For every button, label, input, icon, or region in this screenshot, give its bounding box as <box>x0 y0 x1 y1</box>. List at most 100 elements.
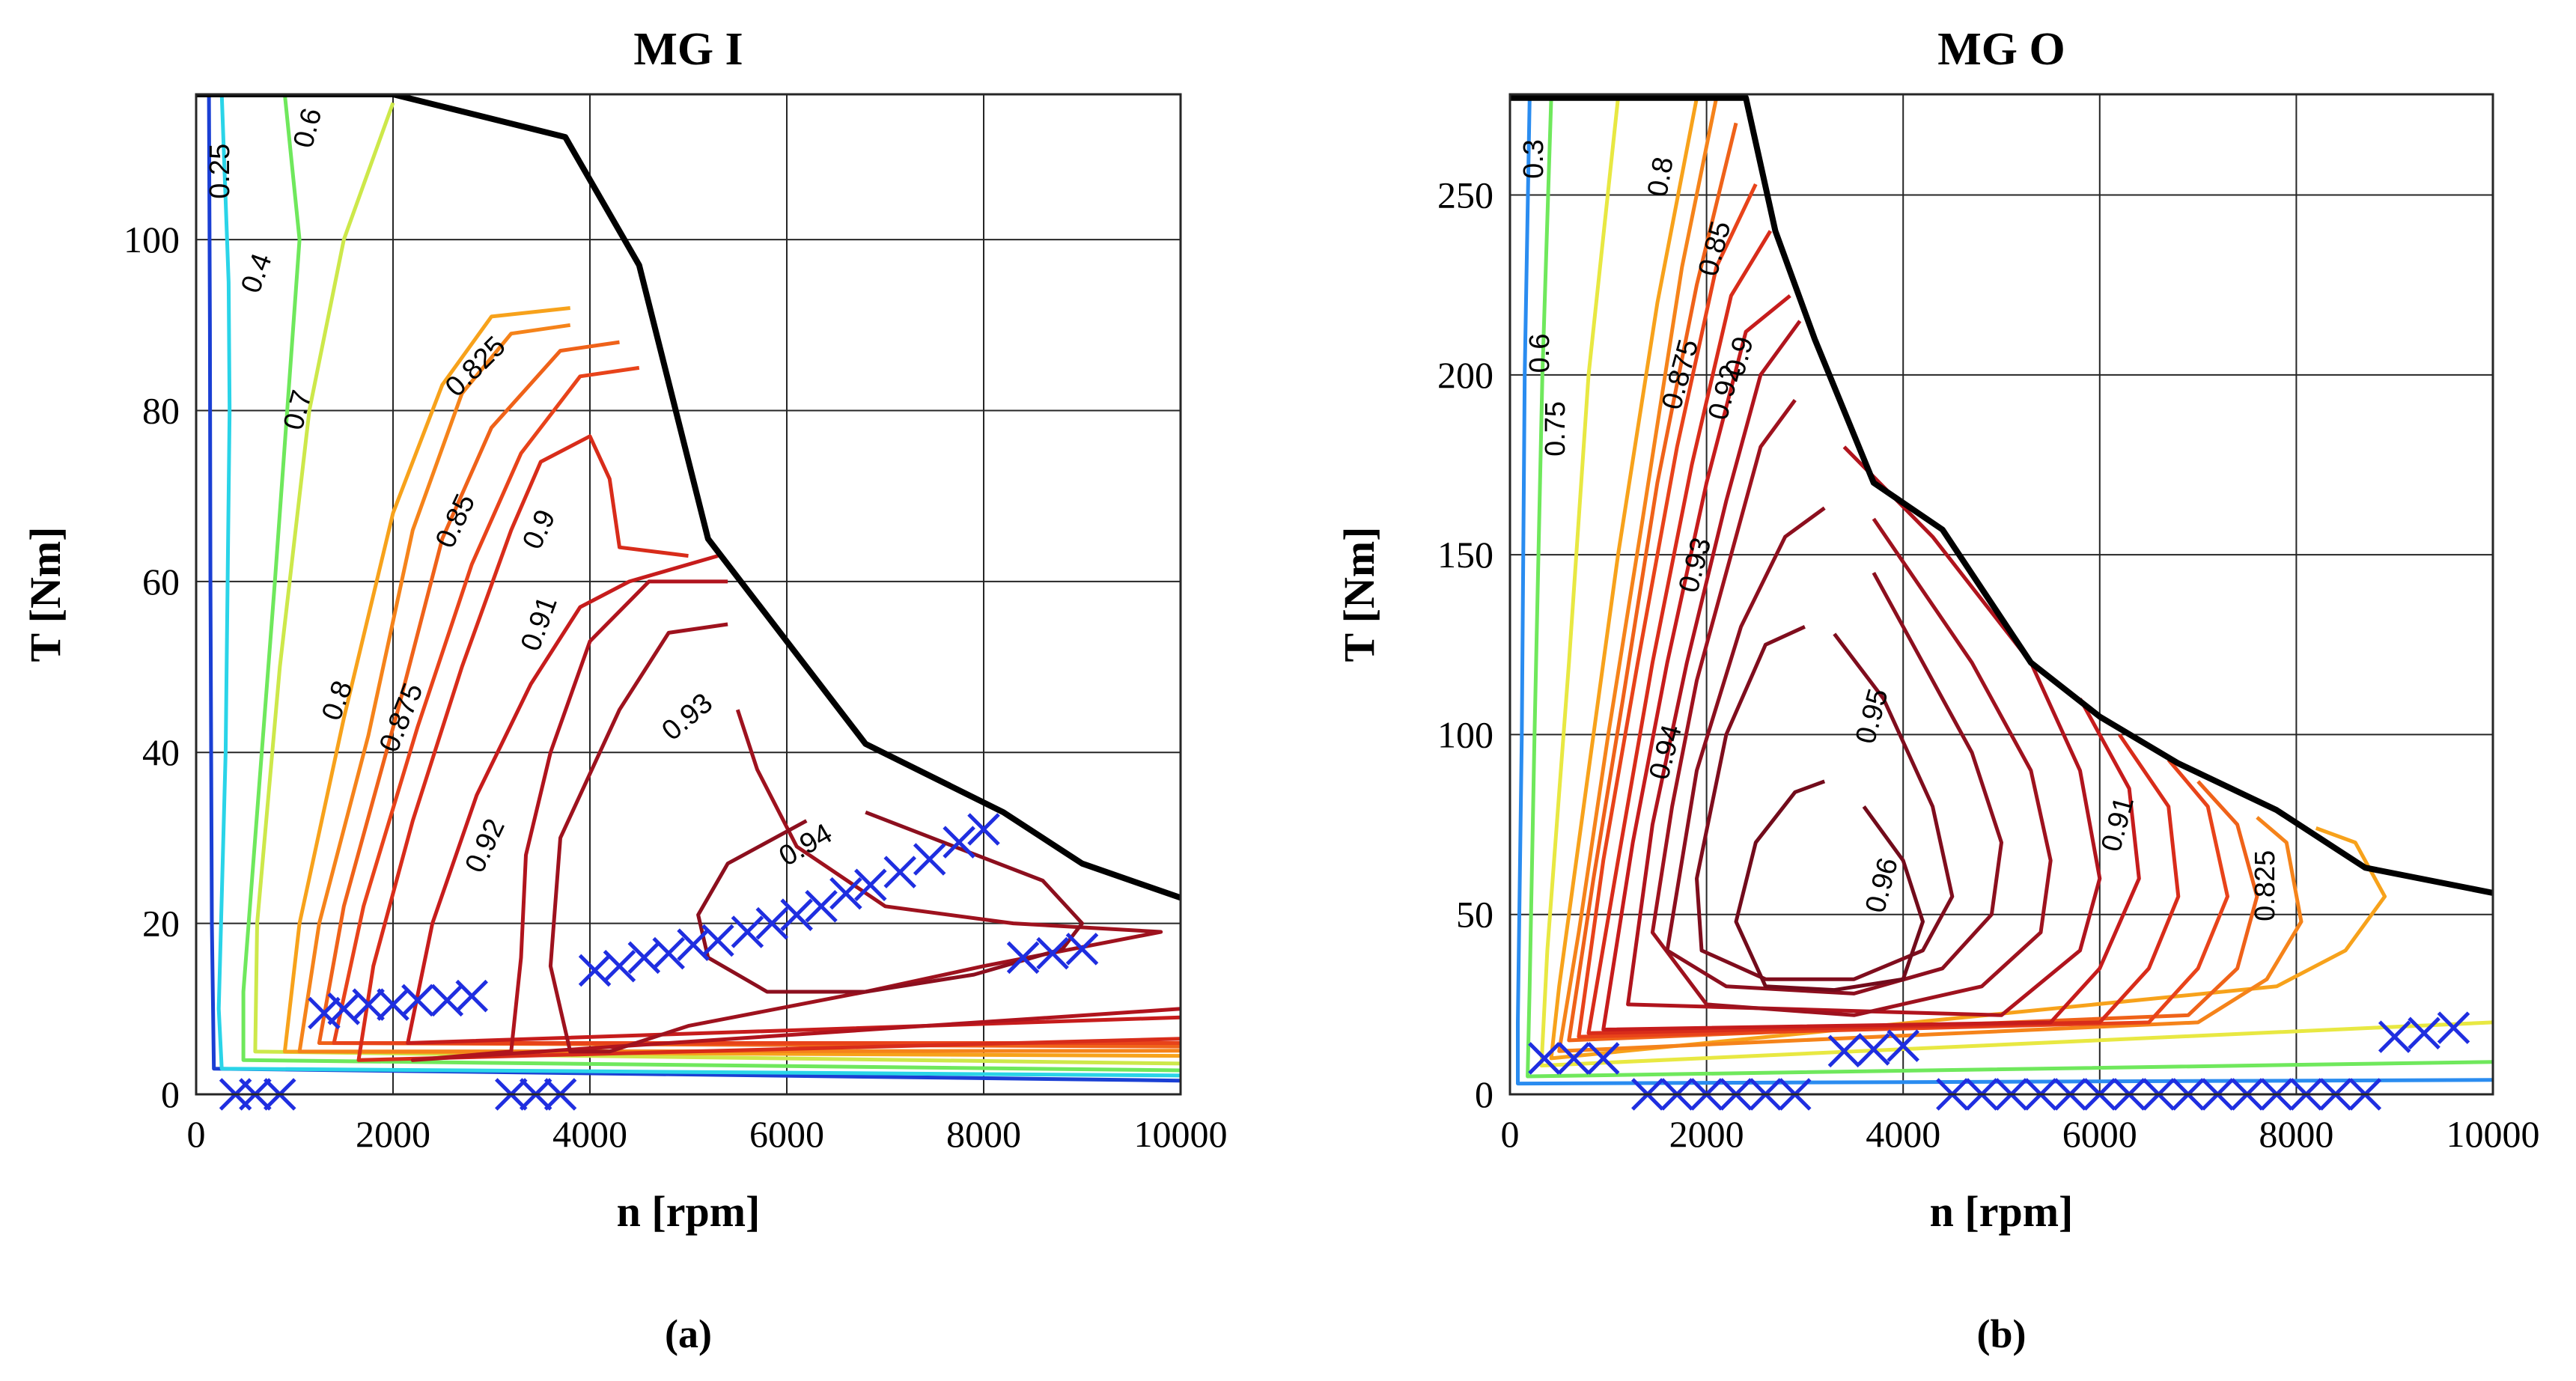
operating-point-marker <box>1827 1034 1861 1068</box>
y-tick-label: 80 <box>142 389 180 431</box>
contour-0.9 <box>1586 230 2181 1035</box>
x-tick-label: 6000 <box>749 1113 824 1155</box>
operating-point-marker <box>2378 1020 2411 1053</box>
contour-0.6 <box>241 94 1181 1073</box>
panel-caption: (b) <box>1977 1311 2027 1356</box>
contour-0.9 <box>356 434 1181 1062</box>
operating-point-marker <box>943 826 975 859</box>
operating-point-marker <box>1036 936 1069 970</box>
operating-point-marker <box>1887 1029 1919 1062</box>
operating-point-marker <box>1857 1033 1890 1066</box>
x-tick-label: 8000 <box>946 1113 1021 1155</box>
y-axis-label: T [Nm] <box>1335 527 1383 662</box>
operating-point-marker <box>805 890 838 923</box>
contour-0.95 <box>1695 625 1955 981</box>
operating-point-marker <box>2408 1016 2440 1050</box>
operating-point-marker <box>854 868 887 902</box>
operating-point-marker <box>883 856 916 888</box>
x-tick-label: 10000 <box>1134 1113 1228 1155</box>
plot-area <box>196 94 1181 1083</box>
chart-title: MG O <box>1937 24 2065 75</box>
contour-0.96 <box>1734 779 1925 993</box>
operating-point-marker <box>780 898 813 931</box>
x-tick-label: 2000 <box>1669 1113 1744 1155</box>
x-axis-label: n [rpm] <box>617 1187 761 1236</box>
operating-point-marker <box>755 906 789 940</box>
operating-point-marker <box>2437 1011 2470 1044</box>
chart-title: MG I <box>633 24 743 75</box>
contour-label: 0.8 <box>1642 155 1680 199</box>
plot-area <box>1510 94 2493 1086</box>
panel-a: 0.250.40.60.70.80.8250.850.8750.90.910.9… <box>21 24 1228 1356</box>
contour-0.91 <box>406 554 1181 1045</box>
y-tick-label: 200 <box>1437 354 1493 396</box>
y-tick-label: 100 <box>124 219 180 260</box>
contour-0.875 <box>1577 183 2229 1039</box>
y-axis-label: T [Nm] <box>21 527 70 662</box>
contour-0.92 <box>410 579 1181 1062</box>
operating-point-marker <box>1557 1042 1591 1075</box>
panel-caption: (a) <box>665 1311 712 1356</box>
contour-0.93 <box>548 622 1163 1054</box>
operating-point-marker <box>401 984 434 1017</box>
y-tick-label: 250 <box>1437 174 1493 216</box>
operating-point-marker <box>1586 1042 1620 1075</box>
contour-label: 0.825 <box>2250 850 2281 921</box>
contour-0.8 <box>282 306 1181 1058</box>
operating-point-marker <box>603 949 636 983</box>
contour-0.825 <box>1557 97 2304 1053</box>
max-torque-curve <box>196 94 1181 901</box>
contour-0.4 <box>216 94 1181 1078</box>
y-tick-label: 40 <box>142 731 180 773</box>
x-tick-label: 0 <box>187 1113 206 1155</box>
y-tick-label: 20 <box>142 903 180 945</box>
contour-0.85 <box>317 340 1181 1049</box>
x-tick-label: 6000 <box>2062 1113 2137 1155</box>
operating-point-marker <box>913 843 946 876</box>
operating-point-marker <box>652 936 685 970</box>
contour-0.91 <box>1601 294 2141 1031</box>
x-tick-label: 4000 <box>1866 1113 1940 1155</box>
y-tick-label: 0 <box>161 1073 180 1115</box>
x-tick-label: 0 <box>1501 1113 1520 1155</box>
contour-0.8 <box>1549 97 2387 1061</box>
operating-point-marker <box>455 979 488 1013</box>
operating-point-marker <box>829 877 862 910</box>
contour-label: 0.6 <box>1524 334 1556 374</box>
operating-point-marker <box>731 915 764 948</box>
x-tick-label: 4000 <box>552 1113 627 1155</box>
operating-point-marker <box>1528 1042 1561 1075</box>
operating-point-marker <box>1006 941 1040 975</box>
x-tick-label: 10000 <box>2446 1113 2540 1155</box>
x-axis-label: n [rpm] <box>1930 1187 2074 1236</box>
contour-0.94 <box>696 810 1084 994</box>
y-tick-label: 100 <box>1437 713 1493 755</box>
contour-0.3 <box>1516 97 2493 1086</box>
contour-0.93 <box>1650 399 2053 1017</box>
x-tick-label: 2000 <box>356 1113 430 1155</box>
operating-point-marker <box>701 924 734 957</box>
contour-0.94 <box>1665 506 2003 996</box>
contour-0.875 <box>332 365 1181 1045</box>
contour-0.75 <box>1539 97 2493 1068</box>
y-tick-label: 0 <box>1475 1073 1493 1115</box>
y-tick-label: 50 <box>1456 894 1493 936</box>
y-tick-label: 150 <box>1437 534 1493 576</box>
contour-0.7 <box>253 102 1181 1066</box>
axes-frame <box>1508 93 2494 1096</box>
max-torque-curve <box>1510 94 2493 896</box>
x-tick-label: 8000 <box>2259 1113 2333 1155</box>
axes-frame <box>195 93 1182 1096</box>
contour-0.6 <box>1526 97 2493 1079</box>
operating-point-marker <box>967 813 1000 846</box>
contour-label: 0.75 <box>1540 401 1571 457</box>
contour-label: 0.25 <box>204 144 236 199</box>
contour-0.85 <box>1567 122 2259 1043</box>
operating-point-marker <box>1065 933 1099 966</box>
contour-0.825 <box>297 323 1181 1054</box>
operating-point-marker <box>308 996 341 1030</box>
y-tick-label: 60 <box>142 561 180 603</box>
contour-label: 0.3 <box>1518 139 1550 179</box>
operating-point-marker <box>352 988 385 1021</box>
